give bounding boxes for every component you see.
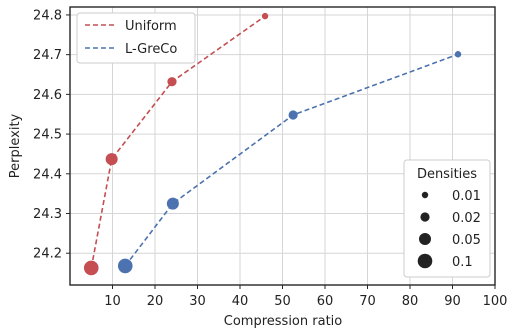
data-point-l-greco — [288, 110, 298, 120]
x-tick-label: 20 — [147, 294, 164, 309]
series-line-uniform — [90, 15, 266, 269]
size-legend-entries: 0.01 0.02 0.05 0.1 — [417, 189, 481, 270]
size-legend-box — [403, 159, 491, 278]
data-point-l-greco — [117, 258, 133, 274]
data-point-uniform — [167, 77, 177, 87]
x-tick-label: 90 — [444, 294, 461, 309]
x-tick-label: 10 — [104, 294, 121, 309]
y-tick-label: 24.2 — [33, 247, 62, 262]
series-line-l-greco — [124, 53, 459, 267]
data-point-uniform — [105, 153, 118, 166]
size-legend-label: 0.02 — [452, 211, 481, 226]
data-point-uniform — [261, 12, 269, 20]
data-point-l-greco — [166, 197, 179, 210]
y-ticks: 24.2 24.3 24.4 24.5 24.6 24.7 24.8 — [33, 8, 70, 262]
size-legend-title: Densities — [417, 167, 477, 182]
data-point-l-greco — [454, 51, 462, 58]
size-legend-label: 0.1 — [452, 255, 473, 270]
x-tick-label: 100 — [483, 294, 508, 309]
legend-label-l-greco: L-GreCo — [125, 42, 177, 57]
y-tick-label: 24.4 — [33, 167, 62, 182]
x-tick-label: 40 — [232, 294, 249, 309]
size-legend-marker — [417, 253, 433, 269]
size-legend-label: 0.01 — [452, 189, 481, 204]
data-point-uniform — [83, 260, 99, 276]
x-tick-label: 50 — [274, 294, 291, 309]
size-legend-marker — [420, 212, 430, 222]
y-tick-label: 24.7 — [33, 48, 62, 63]
size-legend: Densities 0.01 0.02 0.05 0.1 — [403, 159, 491, 278]
y-tick-label: 24.8 — [33, 8, 62, 23]
x-axis-label: Compression ratio — [224, 314, 343, 328]
legend-label-uniform: Uniform — [125, 19, 177, 34]
size-legend-marker — [419, 233, 431, 245]
x-tick-label: 70 — [359, 294, 376, 309]
x-tick-label: 60 — [317, 294, 334, 309]
series-lines — [90, 15, 459, 269]
series-legend: Uniform L-GreCo — [76, 12, 196, 64]
y-tick-label: 24.3 — [33, 207, 62, 222]
y-tick-label: 24.6 — [33, 88, 62, 103]
series-legend-box — [76, 12, 196, 64]
size-legend-marker — [421, 191, 429, 199]
x-tick-label: 30 — [189, 294, 206, 309]
x-tick-label: 80 — [402, 294, 419, 309]
y-axis-label: Perplexity — [8, 113, 23, 178]
y-tick-label: 24.5 — [33, 128, 62, 143]
size-legend-label: 0.05 — [452, 233, 481, 248]
series-points — [83, 12, 462, 276]
x-ticks: 10 20 30 40 50 60 70 80 90 100 — [104, 285, 507, 309]
